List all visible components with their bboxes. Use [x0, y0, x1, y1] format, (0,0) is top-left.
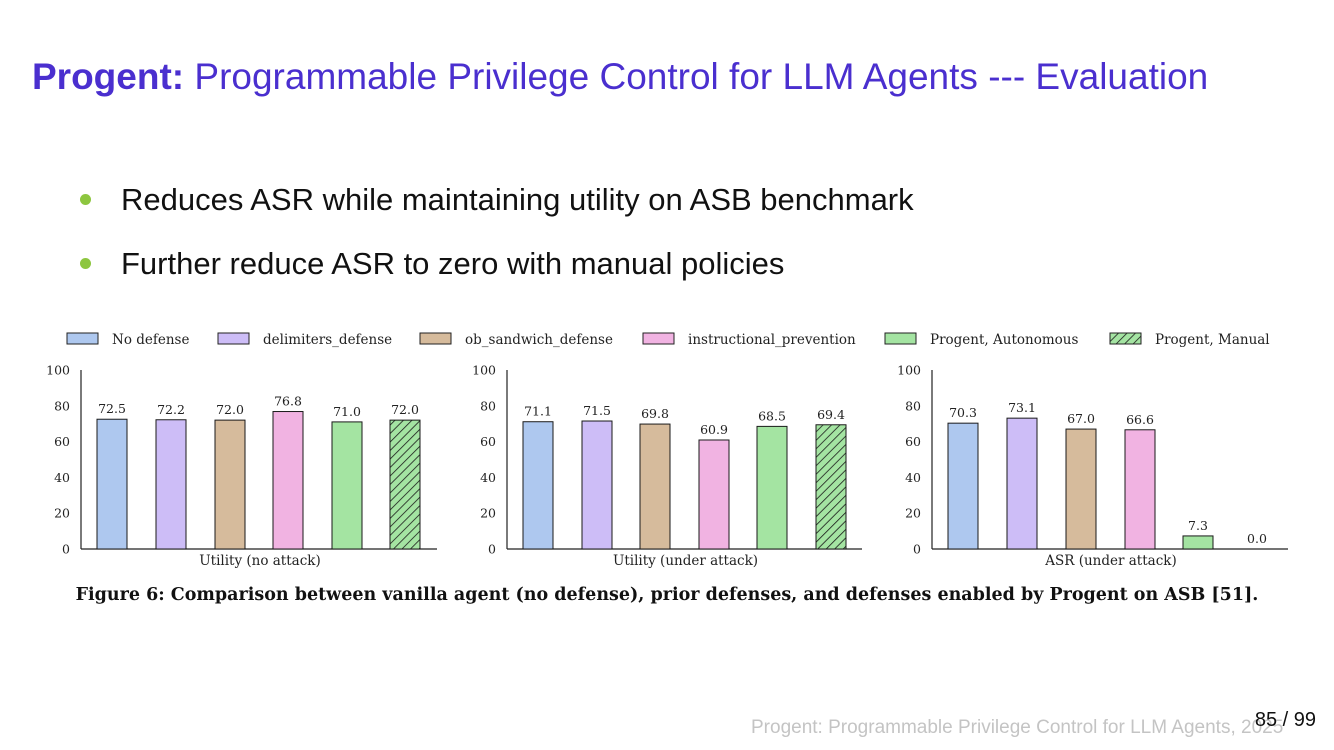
x-axis-label: Utility (under attack) [613, 553, 758, 569]
bar-value-label: 67.0 [1067, 411, 1095, 426]
bar [1065, 428, 1097, 550]
legend-swatch [884, 332, 917, 345]
bar [698, 439, 730, 550]
y-tick-label: 0 [488, 542, 496, 557]
bar [1006, 417, 1038, 550]
page-number: 85 / 99 [1254, 709, 1316, 731]
bar-value-label: 76.8 [274, 394, 302, 409]
bar-value-label: 72.5 [98, 401, 126, 416]
chart-panel: 0 20 40 60 80 100 72.5 72.2 72.0 76.8 71.0 72.0 Util… [46, 363, 437, 569]
y-tick-label: 0 [62, 542, 70, 557]
y-tick-label: 80 [54, 398, 70, 413]
bar [389, 419, 421, 550]
chart-panel: 0 20 40 60 80 100 71.1 71.5 69.8 60.9 68.5 69.4 Util… [472, 363, 862, 569]
y-tick-label: 60 [480, 434, 496, 449]
bar-value-label: 71.1 [524, 404, 552, 419]
legend-label: ob_sandwich_defense [465, 332, 613, 348]
chart-panels: 0 20 40 60 80 100 72.5 72.2 72.0 76.8 71.0 72.0 Util… [46, 363, 1288, 569]
bar-value-label: 71.0 [333, 404, 361, 419]
y-tick-label: 40 [480, 470, 496, 485]
bar [947, 422, 979, 550]
legend-swatch [1109, 332, 1142, 345]
y-tick-label: 40 [54, 470, 70, 485]
x-axis-label: ASR (under attack) [1044, 553, 1176, 569]
y-tick-label: 80 [480, 398, 496, 413]
y-tick-label: 20 [54, 506, 70, 521]
y-tick-label: 80 [905, 398, 921, 413]
legend-label: delimiters_defense [263, 332, 392, 348]
bar-value-label: 70.3 [949, 405, 977, 420]
chart-panel: 0 20 40 60 80 100 70.3 73.1 67.0 66.6 7.3 0.0 ASR (u… [897, 363, 1288, 569]
y-tick-label: 100 [46, 363, 70, 378]
bullet-dot-icon [80, 258, 91, 269]
bar [331, 421, 363, 550]
bar-value-label: 73.1 [1008, 400, 1036, 415]
y-tick-label: 100 [472, 363, 496, 378]
figure-bar-charts: No defense delimiters_defense ob_sandwich_… [46, 332, 1288, 569]
bullet-dot-icon [80, 194, 91, 205]
legend-swatch [419, 332, 452, 345]
legend-label: Progent, Manual [1155, 332, 1270, 348]
chart-legend: No defense delimiters_defense ob_sandwich_… [66, 332, 1270, 348]
bar-value-label: 69.4 [817, 407, 845, 422]
bar [1124, 429, 1156, 550]
bar [214, 419, 246, 550]
bar-value-label: 66.6 [1126, 412, 1154, 427]
slide-footer: Progent: Programmable Privilege Control … [751, 717, 1284, 738]
bar [272, 411, 304, 550]
bar-value-label: 60.9 [700, 422, 728, 437]
bar [756, 425, 788, 550]
bar [96, 418, 128, 550]
bullet-text: Further reduce ASR to zero with manual p… [121, 246, 785, 281]
legend-swatch [66, 332, 99, 345]
bar-value-label: 72.2 [157, 402, 185, 417]
legend-label: Progent, Autonomous [930, 332, 1078, 348]
bar-value-label: 0.0 [1247, 531, 1267, 546]
y-tick-label: 20 [905, 506, 921, 521]
y-tick-label: 40 [905, 470, 921, 485]
slide-title-rest: Programmable Privilege Control for LLM A… [194, 56, 1209, 97]
slide-title-bold: Progent: [32, 56, 185, 97]
legend-swatch [642, 332, 675, 345]
y-tick-label: 100 [897, 363, 921, 378]
bar-value-label: 68.5 [758, 408, 786, 423]
bar-value-label: 69.8 [641, 406, 669, 421]
bar-value-label: 7.3 [1188, 518, 1208, 533]
x-axis-label: Utility (no attack) [199, 553, 320, 569]
slide-title: Progent: Programmable Privilege Control … [32, 56, 1208, 98]
bar [639, 423, 671, 550]
y-tick-label: 20 [480, 506, 496, 521]
figure-caption: Figure 6: Comparison between vanilla age… [75, 585, 1259, 605]
bar [1182, 535, 1214, 550]
bar [581, 420, 613, 550]
y-tick-label: 60 [54, 434, 70, 449]
bar-value-label: 71.5 [583, 403, 611, 418]
bar [155, 419, 187, 550]
legend-swatch [217, 332, 250, 345]
bar [815, 424, 847, 550]
bullet-text: Reduces ASR while maintaining utility on… [121, 182, 914, 217]
legend-label: No defense [112, 332, 189, 348]
y-tick-label: 60 [905, 434, 921, 449]
y-tick-label: 0 [913, 542, 921, 557]
legend-label: instructional_prevention [688, 332, 856, 348]
bar-value-label: 72.0 [216, 402, 244, 417]
bar-value-label: 72.0 [391, 402, 419, 417]
bar [522, 421, 554, 550]
